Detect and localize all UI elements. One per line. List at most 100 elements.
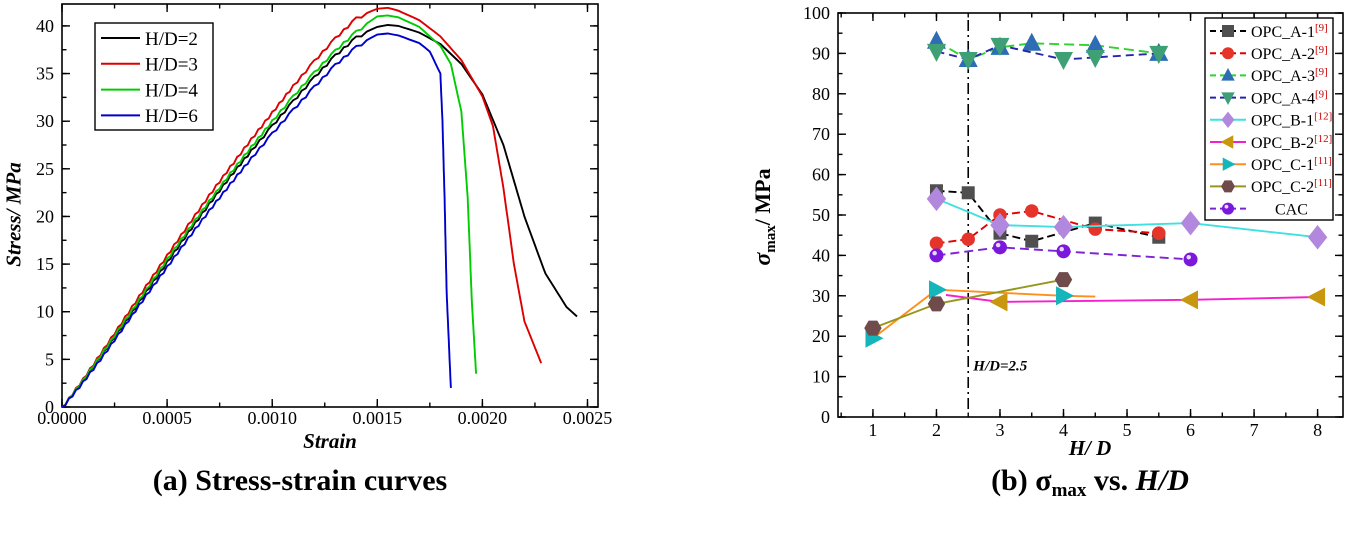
y-tick-label: 0	[821, 407, 830, 427]
legend-label: OPC_B-1[12]	[1251, 111, 1332, 130]
x-tick-label: 0.0005	[142, 408, 192, 428]
series-opc-c-1	[865, 280, 1096, 348]
caption-a: (a) Stress-strain curves	[152, 464, 448, 497]
marker-sphere	[992, 240, 1007, 255]
legend-entry-h-d-6: H/D=6	[101, 106, 198, 127]
legend-label: CAC	[1275, 201, 1308, 218]
ylabel-units: / MPa	[750, 168, 775, 226]
legend-entry-opc-c-2: OPC_C-2[11]	[1210, 177, 1332, 196]
caption-b: (b) σmax vs. H/D	[890, 464, 1290, 502]
axis-ticks	[838, 12, 1343, 418]
legend-entry-opc-a-2: OPC_A-2[9]	[1210, 44, 1328, 63]
y-tick-label: 70	[812, 124, 830, 144]
series-line	[936, 246, 1191, 261]
series-h-d-4	[61, 14, 478, 408]
legend-box	[94, 22, 214, 131]
legend-label: OPC_A-4[9]	[1251, 88, 1328, 107]
sigma-subscript: max	[763, 225, 779, 253]
marker-diamond	[1307, 224, 1328, 250]
y-tick-label: 60	[812, 165, 830, 185]
marker-triangle-down	[990, 37, 1010, 56]
legend-entry-opc-b-1: OPC_B-1[12]	[1210, 111, 1332, 130]
legend-label: H/D=4	[145, 80, 198, 101]
marker-sphere	[1183, 252, 1198, 267]
marker-sphere	[929, 248, 944, 263]
series-h-d-6	[61, 32, 452, 408]
marker-triangle-left	[1180, 290, 1199, 310]
series-line	[61, 32, 452, 408]
marker-circle	[929, 236, 944, 251]
marker-triangle-down	[1053, 51, 1074, 70]
marker-circle	[961, 232, 975, 246]
legend-label: OPC_A-2[9]	[1251, 44, 1328, 63]
y-tick-label: 15	[36, 254, 54, 274]
chart-a-yaxis-label: Stress/ MPa	[1, 162, 26, 267]
x-tick-label: 1	[868, 420, 877, 440]
legend-stress-strain: H/D=2 H/D=3 H/D=4 H/D=6	[94, 22, 214, 131]
y-tick-label: 20	[812, 326, 830, 346]
marker-hexagon	[927, 296, 946, 312]
marker-triangle-right	[928, 280, 947, 300]
marker-diamond	[1221, 111, 1235, 128]
series-line	[61, 6, 543, 408]
legend-entry-opc-a-3: OPC_A-3[9]	[1210, 66, 1328, 85]
marker-triangle-down	[1085, 49, 1105, 68]
marker-triangle-up	[1085, 34, 1105, 53]
marker-triangle-down	[926, 43, 946, 62]
x-tick-label: 0.0010	[247, 408, 297, 428]
legend-entry-h-d-2: H/D=2	[101, 29, 198, 50]
series-cac	[929, 240, 1198, 267]
y-tick-label: 25	[36, 159, 54, 179]
x-tick-label: 4	[1059, 420, 1068, 440]
x-tick-label: 6	[1186, 420, 1195, 440]
series-line	[872, 288, 1096, 339]
x-tick-label: 7	[1250, 420, 1259, 440]
y-tick-label: 20	[36, 206, 54, 226]
marker-circle	[1024, 204, 1039, 218]
marker-sphere	[1056, 244, 1071, 259]
y-tick-label: 40	[812, 245, 830, 265]
y-tick-label: 30	[36, 111, 54, 131]
legend-label: OPC_A-3[9]	[1251, 66, 1328, 85]
caption-b-vs: vs.	[1086, 464, 1136, 497]
marker-circle	[1152, 226, 1166, 240]
chart-stress-strain: 0.0000 0.0005 0.0010 0.0015 0.0020 0.0025 0 5 10…	[36, 3, 612, 428]
series-opc-a-3	[926, 30, 1169, 67]
marker-hexagon	[1221, 180, 1235, 193]
chart-sigma-max-vs-hd: 1 2 3 4 5 6 7 80102030405060708090100H/D=2.5OPC…	[803, 3, 1344, 440]
marker-diamond	[990, 212, 1010, 238]
legend-entry-opc-a-4: OPC_A-4[9]	[1210, 88, 1328, 107]
y-tick-label: 10	[36, 302, 54, 322]
marker-square	[1025, 234, 1039, 248]
y-tick-label: 30	[812, 286, 830, 306]
marker-diamond	[1180, 210, 1201, 236]
marker-triangle-left	[989, 292, 1008, 312]
series-opc-b-2	[945, 287, 1326, 312]
tick-labels: 0.0000 0.0005 0.0010 0.0015 0.0020 0.0025 0 5 10…	[36, 16, 612, 428]
y-tick-label: 80	[812, 84, 830, 104]
y-tick-label: 100	[803, 3, 830, 23]
y-tick-label: 35	[36, 64, 54, 84]
series-opc-a-4	[926, 37, 1169, 70]
legend-label: OPC_C-1[11]	[1251, 155, 1332, 174]
caption-b-sigma: σ	[1035, 464, 1052, 497]
marker-circle	[1088, 222, 1103, 236]
legend-entry-opc-c-1: OPC_C-1[11]	[1210, 155, 1332, 174]
marker-triangle-up	[1022, 32, 1042, 51]
marker-square	[1222, 25, 1234, 37]
marker-hexagon	[1054, 272, 1073, 288]
marker-triangle-right	[1056, 286, 1075, 306]
x-tick-label: 0.0020	[458, 408, 508, 428]
x-tick-label: 3	[995, 420, 1004, 440]
marker-sphere	[1222, 202, 1234, 215]
y-tick-label: 40	[36, 16, 54, 36]
marker-circle	[1222, 47, 1234, 60]
marker-square	[961, 186, 975, 200]
legend-label: OPC_B-2[12]	[1251, 133, 1332, 152]
legend-entry-opc-a-1: OPC_A-1[9]	[1210, 22, 1328, 41]
marker-triangle-down	[1149, 45, 1169, 64]
series-line	[61, 14, 478, 408]
marker-triangle-left	[1307, 287, 1326, 307]
